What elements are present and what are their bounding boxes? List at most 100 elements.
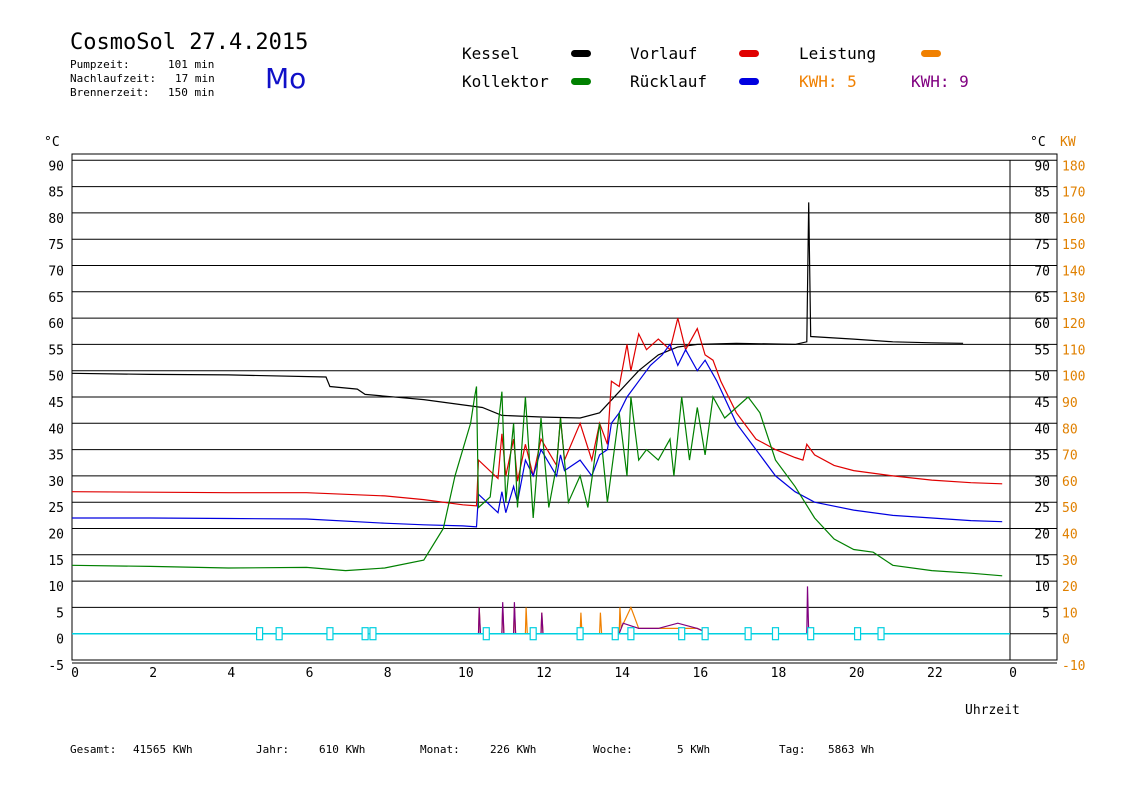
x-tick-label: 18 bbox=[771, 666, 787, 681]
y-tick-label-left: -5 bbox=[48, 659, 64, 674]
pump-marker bbox=[678, 627, 686, 641]
x-tick-label: 10 bbox=[458, 666, 474, 681]
y-tick-label-right-temp: 55 bbox=[1034, 343, 1050, 358]
series-line-leistung bbox=[477, 605, 710, 635]
y-tick-label-right-power: 40 bbox=[1062, 528, 1078, 543]
y-tick-label-right-power: 30 bbox=[1062, 554, 1078, 569]
y-tick-label-left: 90 bbox=[48, 159, 64, 174]
y-tick-label-right-power: 50 bbox=[1062, 501, 1078, 516]
y-tick-label-left: 20 bbox=[48, 528, 64, 543]
pumpzeit-value: 101 min bbox=[168, 58, 215, 71]
legend-vorlauf-swatch bbox=[739, 50, 759, 57]
y-axis-label-left: °C bbox=[44, 135, 60, 150]
pumpzeit-label: Pumpzeit: bbox=[70, 58, 130, 71]
pump-marker bbox=[701, 627, 709, 641]
y-tick-label-right-power: 110 bbox=[1062, 343, 1085, 358]
pump-marker bbox=[369, 627, 377, 641]
y-tick-label-right-power: 90 bbox=[1062, 396, 1078, 411]
x-tick-label: 0 bbox=[71, 666, 79, 681]
y-tick-label-right-temp: 45 bbox=[1034, 396, 1050, 411]
footer-jahr-value: 610 KWh bbox=[319, 743, 366, 756]
brennerzeit-label: Brennerzeit: bbox=[70, 86, 150, 99]
legend-kessel-swatch bbox=[571, 50, 591, 57]
footer-jahr-label: Jahr: bbox=[256, 743, 290, 756]
footer-woche-label: Woche: bbox=[593, 743, 633, 756]
y-tick-label-left: 40 bbox=[48, 422, 64, 437]
x-tick-label: 20 bbox=[849, 666, 865, 681]
y-tick-label-right-temp: 5 bbox=[1042, 606, 1050, 621]
y-tick-label-right-temp: 25 bbox=[1034, 501, 1050, 516]
pump-marker bbox=[275, 627, 283, 641]
y-tick-label-right-temp: 10 bbox=[1034, 580, 1050, 595]
footer-woche-value: 5 KWh bbox=[677, 743, 711, 756]
y-tick-label-right-temp: 80 bbox=[1034, 212, 1050, 227]
y-tick-label-left: 30 bbox=[48, 475, 64, 490]
y-tick-label-right-power: 0 bbox=[1062, 633, 1070, 648]
legend-kollektor-swatch bbox=[571, 78, 591, 85]
y-tick-label-right-temp: 75 bbox=[1034, 238, 1050, 253]
y-tick-label-right-power: 70 bbox=[1062, 449, 1078, 464]
pump-marker bbox=[627, 627, 635, 641]
legend-leistung: Leistung bbox=[799, 44, 877, 63]
y-tick-label-right-temp: 35 bbox=[1034, 449, 1050, 464]
x-tick-label: 12 bbox=[536, 666, 552, 681]
y-tick-label-right-power: -10 bbox=[1062, 659, 1085, 674]
y-tick-label-left: 35 bbox=[48, 449, 64, 464]
y-tick-label-left: 15 bbox=[48, 554, 64, 569]
y-tick-label-left: 70 bbox=[48, 265, 64, 280]
weekday-label: Mo bbox=[265, 62, 307, 95]
y-tick-label-left: 5 bbox=[56, 606, 64, 621]
footer-gesamt-label: Gesamt: bbox=[70, 743, 117, 756]
y-tick-label-right-power: 180 bbox=[1062, 159, 1085, 174]
pump-marker bbox=[807, 627, 815, 641]
y-tick-label-left: 45 bbox=[48, 396, 64, 411]
pump-marker bbox=[877, 627, 885, 641]
legend-kessel: Kessel bbox=[462, 44, 520, 63]
y-tick-label-left: 65 bbox=[48, 291, 64, 306]
y-tick-label-left: 25 bbox=[48, 501, 64, 516]
y-tick-label-right-power: 170 bbox=[1062, 186, 1085, 201]
y-tick-label-left: 60 bbox=[48, 317, 64, 332]
y-tick-label-right-temp: 40 bbox=[1034, 422, 1050, 437]
x-tick-label: 4 bbox=[227, 666, 235, 681]
series-line-r-cklauf bbox=[72, 343, 1003, 528]
y-tick-label-right-power: 150 bbox=[1062, 238, 1085, 253]
y-tick-label-left: 50 bbox=[48, 370, 64, 385]
series-line-vorlauf bbox=[71, 317, 1003, 507]
pump-marker bbox=[853, 627, 862, 641]
nachlaufzeit-label: Nachlaufzeit: bbox=[70, 72, 157, 85]
legend-vorlauf: Vorlauf bbox=[630, 44, 698, 63]
footer-gesamt-value: 41565 KWh bbox=[133, 743, 193, 756]
y-tick-label-right-temp: 15 bbox=[1034, 554, 1050, 569]
legend-leistung-swatch bbox=[921, 50, 941, 57]
y-tick-label-left: 0 bbox=[56, 633, 64, 648]
plot-frame bbox=[71, 153, 1058, 661]
pump-marker bbox=[529, 627, 537, 641]
pump-marker bbox=[576, 627, 584, 641]
pump-marker bbox=[361, 627, 369, 641]
y-tick-label-left: 75 bbox=[48, 238, 64, 253]
y-tick-label-right-power: 80 bbox=[1062, 422, 1078, 437]
nachlaufzeit-value: 17 min bbox=[175, 72, 215, 85]
y-tick-label-right-temp: 90 bbox=[1034, 159, 1050, 174]
series-line-kollektor bbox=[71, 386, 1003, 577]
y-tick-label-right-power: 160 bbox=[1062, 212, 1085, 227]
y-tick-label-right-temp: 70 bbox=[1034, 265, 1050, 280]
y-tick-label-right-power: 130 bbox=[1062, 291, 1085, 306]
y-axis-label-right-temp: °C bbox=[1030, 135, 1046, 150]
y-tick-label-right-temp: 65 bbox=[1034, 291, 1050, 306]
y-axis-label-right-power: KW bbox=[1060, 135, 1076, 150]
footer-tag-value: 5863 Wh bbox=[828, 743, 875, 756]
legend-kwh2: KWH: 9 bbox=[911, 72, 969, 91]
y-tick-label-left: 10 bbox=[48, 580, 64, 595]
y-tick-label-right-temp: 50 bbox=[1034, 370, 1050, 385]
y-tick-label-left: 55 bbox=[48, 343, 64, 358]
y-tick-label-right-power: 120 bbox=[1062, 317, 1085, 332]
chart-title: CosmoSol 27.4.2015 bbox=[70, 30, 309, 55]
x-tick-label: 2 bbox=[149, 666, 157, 681]
pump-marker bbox=[482, 627, 490, 641]
series-line-kessel bbox=[71, 202, 964, 419]
pump-marker bbox=[326, 627, 334, 641]
y-tick-label-left: 80 bbox=[48, 212, 64, 227]
